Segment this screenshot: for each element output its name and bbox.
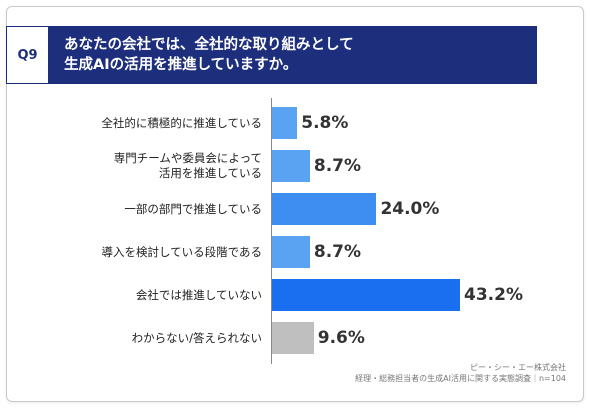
bar — [272, 236, 310, 268]
question-title-line1: あなたの会社では、全社的な取り組みとして — [64, 37, 354, 53]
category-label: 会社では推進していない — [135, 287, 262, 302]
source-survey: 経理・総務担当者の生成AI活用に関する実態調査｜n=104 — [355, 374, 566, 383]
value-label: 8.7% — [313, 156, 362, 176]
question-header: Q9 あなたの会社では、全社的な取り組みとして 生成AIの活用を推進していますか… — [6, 26, 537, 84]
source-note: ピー・シー・エー株式会社 経理・総務担当者の生成AI活用に関する実態調査｜n=1… — [355, 362, 566, 384]
bar — [272, 107, 298, 139]
category-label: 全社的に積極的に推進している — [101, 115, 262, 130]
category-label: 専門チームや委員会によって 活用を推進している — [113, 151, 262, 180]
category-label: わからない/答えられない — [131, 330, 262, 345]
bar — [272, 322, 314, 354]
value-label: 24.0% — [380, 199, 440, 219]
bar — [272, 150, 310, 182]
y-axis-line — [271, 98, 272, 364]
value-label: 5.8% — [301, 113, 349, 133]
question-title: あなたの会社では、全社的な取り組みとして 生成AIの活用を推進していますか。 — [64, 35, 524, 75]
value-label: 8.7% — [313, 242, 362, 262]
category-label: 一部の部門で推進している — [124, 201, 262, 216]
question-title-line2: 生成AIの活用を推進していますか。 — [64, 57, 298, 73]
source-company: ピー・シー・エー株式会社 — [470, 363, 566, 372]
category-label: 導入を検討している段階である — [101, 244, 262, 259]
value-label: 43.2% — [464, 285, 523, 305]
value-label: 9.6% — [317, 328, 365, 348]
bar — [272, 193, 377, 225]
question-number: Q9 — [6, 26, 49, 84]
bar — [272, 279, 460, 311]
